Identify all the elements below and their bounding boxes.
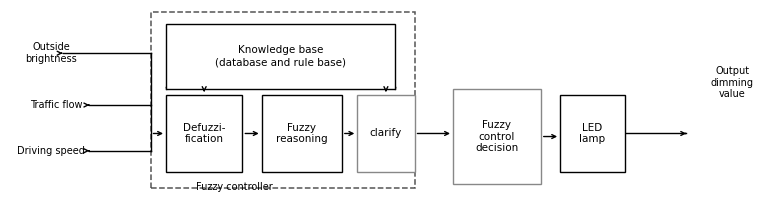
Bar [166,95,243,172]
Bar [151,12,415,188]
Bar [357,95,415,172]
Bar [262,95,342,172]
Text: Fuzzy
control
decision: Fuzzy control decision [475,120,518,153]
Text: Knowledge base
(database and rule base): Knowledge base (database and rule base) [215,46,346,67]
Text: Outside
brightness: Outside brightness [25,42,77,64]
Bar [453,89,541,184]
Text: Fuzzy
reasoning: Fuzzy reasoning [276,123,327,144]
Text: Defuzzi-
fication: Defuzzi- fication [183,123,226,144]
Bar [560,95,625,172]
Text: Driving speed: Driving speed [17,146,85,156]
Text: LED
lamp: LED lamp [580,123,606,144]
Text: clarify: clarify [369,129,402,138]
Text: Fuzzy controller: Fuzzy controller [197,183,273,192]
Text: Traffic flow: Traffic flow [30,100,83,110]
Bar [166,24,396,89]
Text: Output
dimming
value: Output dimming value [710,66,753,99]
